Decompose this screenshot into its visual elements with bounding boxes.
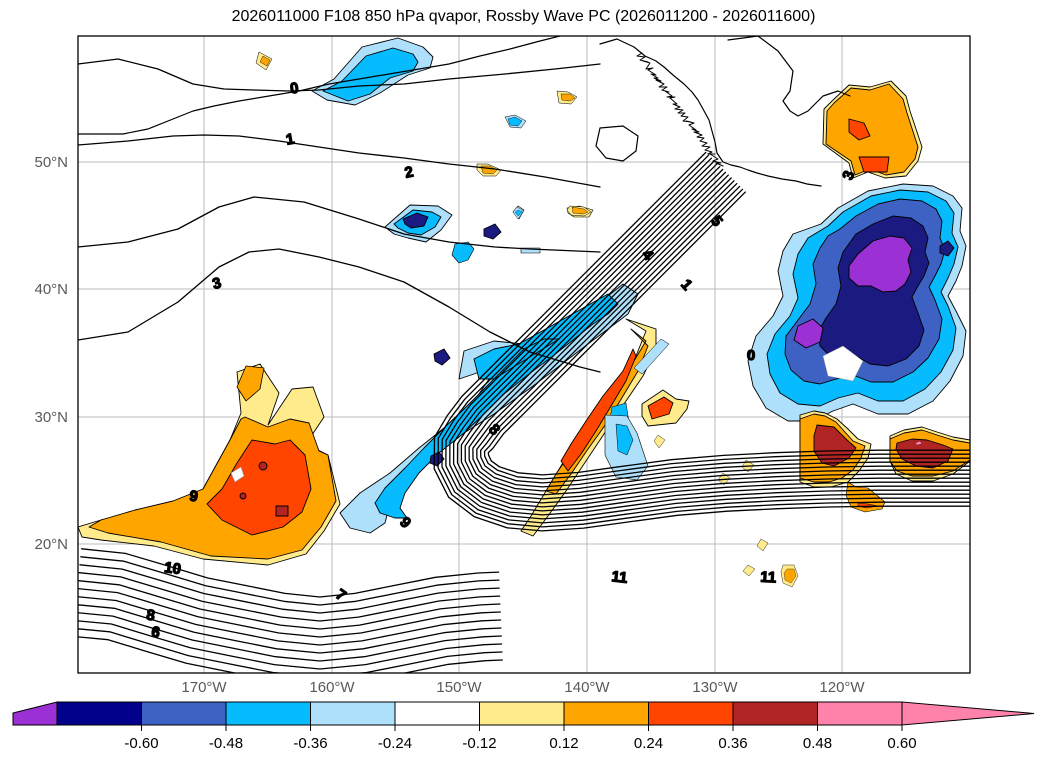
svg-text:0.24: 0.24 [634,735,663,752]
svg-text:-0.36: -0.36 [293,735,327,752]
svg-text:-0.48: -0.48 [209,735,243,752]
svg-text:-0.12: -0.12 [462,735,496,752]
svg-text:0.36: 0.36 [718,735,747,752]
svg-text:0.12: 0.12 [549,735,578,752]
svg-text:0.60: 0.60 [887,735,916,752]
svg-text:0.48: 0.48 [803,735,832,752]
svg-text:-0.60: -0.60 [124,735,158,752]
svg-text:-0.24: -0.24 [378,735,412,752]
